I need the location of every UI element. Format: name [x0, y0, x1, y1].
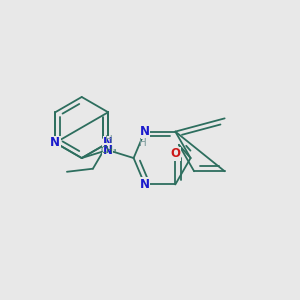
Text: N: N — [140, 178, 150, 191]
Text: N: N — [103, 136, 113, 149]
Text: CH₃: CH₃ — [100, 146, 117, 155]
Text: H: H — [105, 135, 112, 145]
Text: H: H — [139, 138, 146, 148]
Text: O: O — [170, 147, 180, 161]
Text: N: N — [103, 143, 113, 157]
Text: N: N — [50, 136, 60, 149]
Text: N: N — [140, 125, 150, 138]
